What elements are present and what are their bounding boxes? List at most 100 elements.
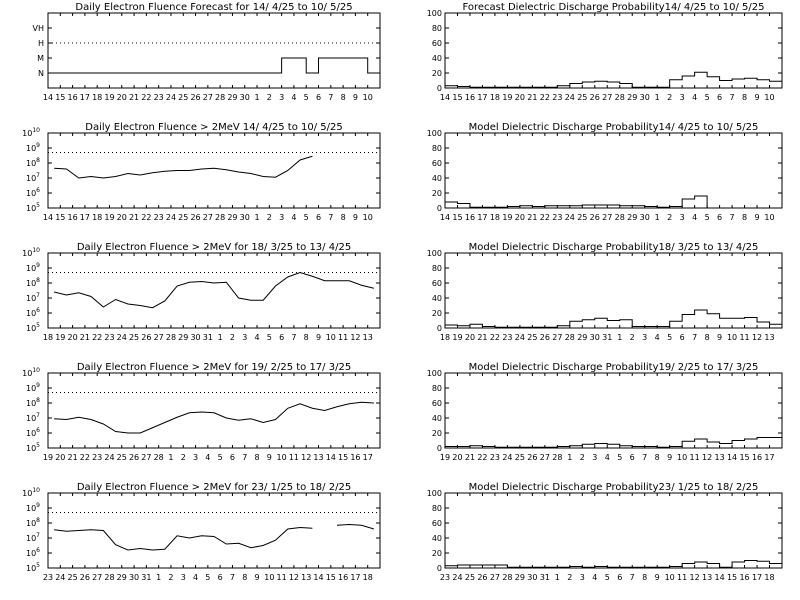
y-tick-label: 108 (26, 277, 40, 288)
y-tick-label: H (38, 39, 44, 48)
y-tick-label: 105 (26, 442, 40, 453)
x-tick-label: 28 (215, 213, 225, 222)
x-tick-label: 21 (67, 453, 77, 462)
y-tick-label: 100 (427, 369, 442, 378)
x-tick-label: 19 (452, 333, 462, 342)
x-tick-label: 3 (680, 93, 685, 102)
y-tick-label: 40 (432, 174, 442, 183)
x-tick-label: 10 (764, 93, 774, 102)
probability-panel: Model Dielectric Discharge Probability23… (427, 482, 783, 582)
x-tick-label: 13 (714, 453, 724, 462)
x-tick-label: 2 (580, 453, 585, 462)
x-tick-label: 21 (129, 213, 139, 222)
y-tick-label: 60 (432, 399, 442, 408)
x-tick-label: 13 (363, 333, 373, 342)
x-tick-label: 11 (289, 453, 299, 462)
y-tick-label: 40 (432, 294, 442, 303)
x-tick-label: 26 (129, 453, 139, 462)
x-tick-label: 7 (328, 213, 333, 222)
y-tick-label: 105 (26, 202, 40, 213)
y-tick-label: 20 (432, 309, 442, 318)
y-tick-label: 107 (26, 532, 40, 543)
y-tick-label: 1010 (22, 367, 40, 378)
bar-outline (445, 71, 782, 88)
plot-frame (47, 12, 381, 89)
x-tick-label: 6 (680, 333, 685, 342)
x-tick-label: 23 (43, 573, 53, 582)
y-tick-label: VH (33, 24, 45, 33)
x-tick-label: 5 (705, 213, 710, 222)
x-tick-label: 1 (168, 453, 173, 462)
x-tick-label: 17 (350, 573, 360, 582)
x-tick-label: 17 (752, 573, 762, 582)
chart-title: Daily Electron Fluence > 2MeV for 19/ 2/… (77, 362, 351, 373)
x-tick-label: 27 (203, 93, 213, 102)
series-line (54, 155, 313, 179)
x-tick-label: 17 (363, 453, 373, 462)
x-tick-label: 24 (104, 453, 114, 462)
x-tick-label: 23 (104, 333, 114, 342)
bar-outline (445, 437, 782, 448)
x-tick-label: 11 (277, 573, 287, 582)
x-tick-label: 14 (714, 573, 724, 582)
series-line (54, 401, 374, 434)
x-tick-label: 27 (154, 333, 164, 342)
x-tick-label: 31 (602, 333, 612, 342)
x-tick-label: 23 (502, 333, 512, 342)
x-tick-label: 15 (55, 93, 65, 102)
y-tick-label: 20 (432, 429, 442, 438)
x-tick-label: 13 (764, 333, 774, 342)
x-tick-label: 25 (577, 93, 587, 102)
x-tick-label: 3 (592, 453, 597, 462)
x-tick-label: 22 (141, 213, 151, 222)
x-tick-label: 5 (205, 573, 210, 582)
x-tick-label: 22 (540, 93, 550, 102)
x-tick-label: 10 (277, 453, 287, 462)
x-tick-label: 21 (129, 93, 139, 102)
x-tick-label: 14 (440, 93, 450, 102)
chart-title: Forecast Dielectric Discharge Probabilit… (462, 2, 764, 13)
x-tick-label: 25 (515, 453, 525, 462)
y-tick-label: 109 (26, 262, 40, 273)
plot-frame (47, 252, 381, 329)
x-tick-label: 8 (705, 333, 710, 342)
x-tick-label: 4 (692, 93, 697, 102)
x-tick-label: 9 (353, 93, 358, 102)
x-tick-label: 27 (552, 333, 562, 342)
x-tick-label: 24 (565, 213, 575, 222)
x-tick-label: 7 (730, 93, 735, 102)
x-tick-label: 17 (80, 213, 90, 222)
x-tick-label: 25 (67, 573, 77, 582)
x-tick-label: 7 (630, 573, 635, 582)
x-tick-label: 28 (104, 573, 114, 582)
chart-title: Model Dielectric Discharge Probability14… (469, 122, 759, 133)
x-tick-label: 19 (43, 453, 53, 462)
x-tick-label: 22 (490, 333, 500, 342)
x-tick-label: 30 (527, 573, 537, 582)
x-tick-label: 5 (617, 453, 622, 462)
x-tick-label: 8 (304, 333, 309, 342)
x-tick-label: 9 (316, 333, 321, 342)
x-tick-label: 18 (92, 213, 102, 222)
x-tick-label: 5 (267, 333, 272, 342)
x-tick-label: 2 (230, 333, 235, 342)
x-tick-label: 7 (642, 453, 647, 462)
y-tick-label: 20 (432, 69, 442, 78)
y-tick-label: 108 (26, 157, 40, 168)
y-tick-label: 40 (432, 54, 442, 63)
x-tick-label: 4 (692, 213, 697, 222)
x-tick-label: 8 (742, 93, 747, 102)
y-tick-label: 0 (437, 204, 442, 213)
y-tick-label: 106 (26, 187, 40, 198)
y-tick-label: 1010 (22, 487, 40, 498)
y-tick-label: 106 (26, 427, 40, 438)
x-tick-label: 24 (166, 213, 176, 222)
x-tick-label: 29 (515, 573, 525, 582)
x-tick-label: 14 (313, 573, 323, 582)
x-tick-label: 15 (338, 453, 348, 462)
x-tick-label: 25 (129, 333, 139, 342)
x-tick-label: 20 (117, 213, 127, 222)
x-tick-label: 1 (254, 213, 259, 222)
y-tick-label: 80 (432, 384, 442, 393)
y-tick-label: 0 (437, 444, 442, 453)
